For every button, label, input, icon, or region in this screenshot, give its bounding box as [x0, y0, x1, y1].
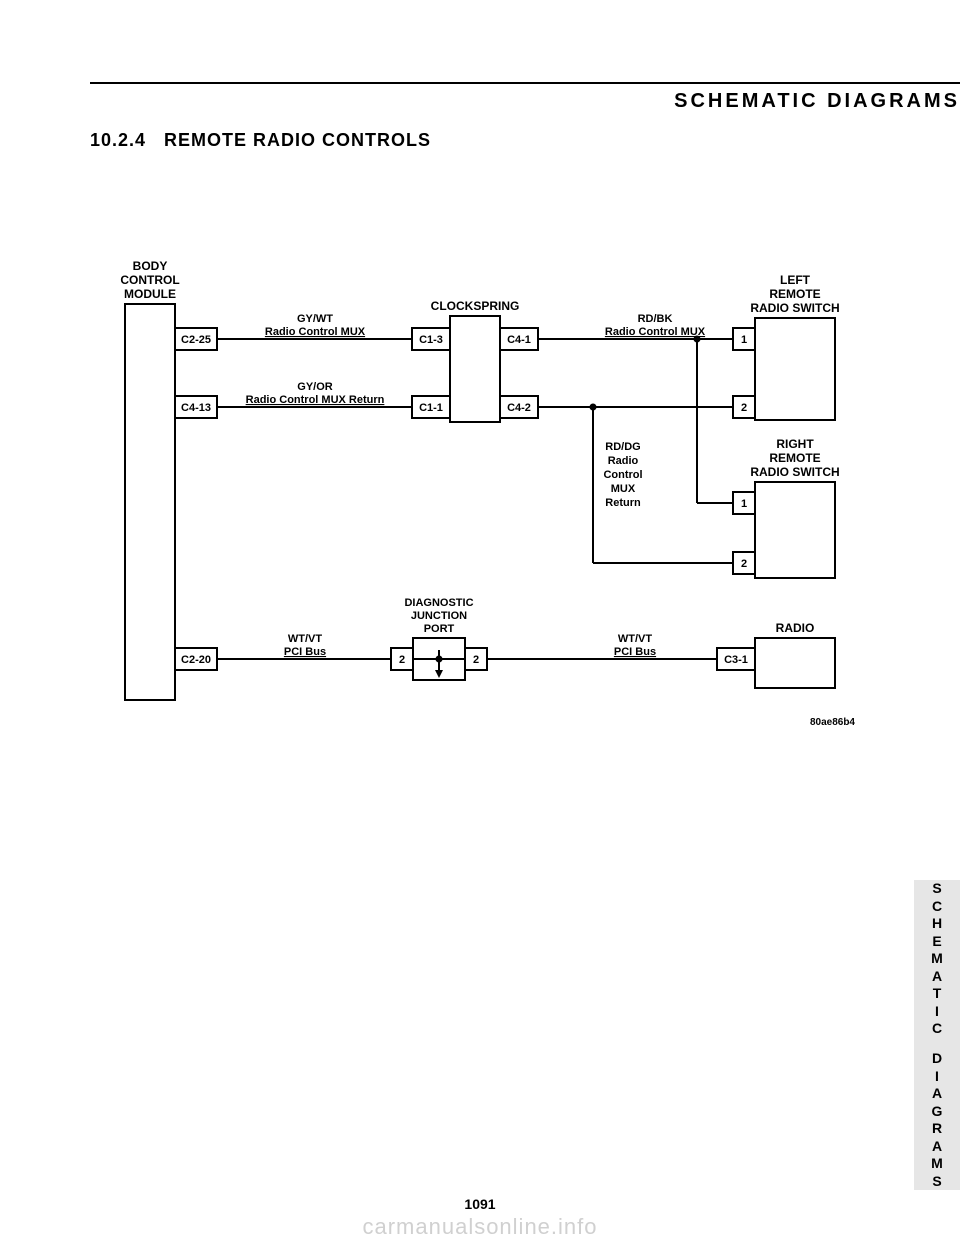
bcm-block: BODY CONTROL MODULE: [120, 259, 179, 700]
radio-pin-c3-1: C3-1: [717, 648, 755, 670]
wire-mux-name: Radio Control MUX: [265, 326, 366, 338]
svg-text:DIAGNOSTIC: DIAGNOSTIC: [404, 597, 473, 609]
side-tab-letter: A: [932, 1085, 942, 1103]
svg-text:PORT: PORT: [424, 623, 455, 635]
svg-text:2: 2: [473, 654, 479, 666]
rs-pin-2: 2: [733, 552, 755, 574]
svg-text:C1-1: C1-1: [419, 402, 443, 414]
radio-block: RADIO: [755, 621, 835, 688]
side-tab-letter: C: [932, 1020, 942, 1038]
svg-text:RIGHT: RIGHT: [776, 437, 814, 451]
svg-text:REMOTE: REMOTE: [769, 451, 820, 465]
cs-pin-c1-1: C1-1: [412, 396, 450, 418]
side-tab-letter: S: [932, 880, 941, 898]
svg-text:JUNCTION: JUNCTION: [411, 610, 467, 622]
schematic-diagram: BODY CONTROL MODULE C2-25 C4-13 C2-20 CL…: [115, 270, 875, 740]
wire-pci-left-name: PCI Bus: [284, 646, 326, 658]
rs-pin-1: 1: [733, 492, 755, 514]
bcm-pin-c4-13: C4-13: [175, 396, 217, 418]
djp-pin-left: 2: [391, 648, 413, 670]
header-rule: [90, 82, 960, 84]
section-number: 10.2.4: [90, 130, 146, 151]
section-name: REMOTE RADIO CONTROLS: [164, 130, 431, 150]
svg-text:C4-2: C4-2: [507, 402, 531, 414]
side-tab-letter: M: [931, 950, 943, 968]
svg-text:2: 2: [741, 402, 747, 414]
svg-text:RADIO SWITCH: RADIO SWITCH: [750, 465, 839, 479]
page-number: 1091: [0, 1196, 960, 1212]
wire-rddg-name-2: Control: [603, 469, 642, 481]
wire-rdbk-color: RD/BK: [638, 313, 673, 325]
side-tab-letter: S: [932, 1173, 941, 1191]
clockspring-block: CLOCKSPRING: [431, 299, 520, 422]
wire-rdbk-name: Radio Control MUX: [605, 326, 706, 338]
wire-pci-right-color: WT/VT: [618, 633, 652, 645]
side-tab: S C H E M A T I C D I A G R A M S: [914, 880, 960, 1190]
bcm-label-2: CONTROL: [120, 273, 179, 287]
header-title: SCHEMATIC DIAGRAMS: [674, 90, 960, 113]
section-title: 10.2.4 REMOTE RADIO CONTROLS: [90, 130, 431, 151]
side-tab-letter: R: [932, 1120, 942, 1138]
svg-text:REMOTE: REMOTE: [769, 287, 820, 301]
bcm-pin-c2-25: C2-25: [175, 328, 217, 350]
right-switch-block: RIGHT REMOTE RADIO SWITCH: [750, 437, 839, 578]
page: SCHEMATIC DIAGRAMS 10.2.4REMOTE RADIO CO…: [0, 0, 960, 1242]
svg-text:RADIO SWITCH: RADIO SWITCH: [750, 301, 839, 315]
watermark: carmanualsonline.info: [0, 1214, 960, 1240]
wire-pci-right-name: PCI Bus: [614, 646, 656, 658]
side-tab-letter: M: [931, 1155, 943, 1173]
cs-pin-c1-3: C1-3: [412, 328, 450, 350]
djp-pin-right: 2: [465, 648, 487, 670]
side-tab-letter: I: [935, 1003, 939, 1021]
wire-rddg-color: RD/DG: [605, 441, 640, 453]
ls-pin-2: 2: [733, 396, 755, 418]
cs-pin-c4-2: C4-2: [500, 396, 538, 418]
svg-text:LEFT: LEFT: [780, 273, 811, 287]
svg-text:2: 2: [399, 654, 405, 666]
side-tab-letter: E: [932, 933, 941, 951]
svg-text:C3-1: C3-1: [724, 654, 748, 666]
wire-rddg-name-4: Return: [605, 497, 641, 509]
side-tab-letter: T: [933, 985, 942, 1003]
figure-id: 80ae86b4: [810, 717, 855, 728]
djp-block: DIAGNOSTIC JUNCTION PORT: [404, 597, 473, 680]
side-tab-letter: A: [932, 968, 942, 986]
svg-text:C4-13: C4-13: [181, 402, 211, 414]
side-tab-letter: I: [935, 1068, 939, 1086]
svg-text:1: 1: [741, 498, 747, 510]
left-switch-block: LEFT REMOTE RADIO SWITCH: [750, 273, 839, 420]
svg-text:2: 2: [741, 558, 747, 570]
wire-pci-left-color: WT/VT: [288, 633, 322, 645]
cs-pin-c4-1: C4-1: [500, 328, 538, 350]
bcm-label-1: BODY: [133, 259, 168, 273]
bcm-pin-c2-20: C2-20: [175, 648, 217, 670]
wire-mux-return-color: GY/OR: [297, 381, 333, 393]
wire-rddg-name-3: MUX: [611, 483, 636, 495]
side-tab-letter: D: [932, 1050, 942, 1068]
svg-text:C2-20: C2-20: [181, 654, 211, 666]
wire-mux-color: GY/WT: [297, 313, 333, 325]
svg-text:1: 1: [741, 334, 747, 346]
side-tab-letter: C: [932, 898, 942, 916]
svg-text:C2-25: C2-25: [181, 334, 211, 346]
side-tab-letter: A: [932, 1138, 942, 1156]
svg-text:C4-1: C4-1: [507, 334, 531, 346]
bcm-label-3: MODULE: [124, 287, 176, 301]
svg-text:RADIO: RADIO: [776, 621, 815, 635]
svg-text:C1-3: C1-3: [419, 334, 443, 346]
side-tab-letter: G: [932, 1103, 943, 1121]
ls-pin-1: 1: [733, 328, 755, 350]
svg-text:CLOCKSPRING: CLOCKSPRING: [431, 299, 520, 313]
side-tab-letter: H: [932, 915, 942, 933]
wire-mux-return-name: Radio Control MUX Return: [246, 394, 385, 406]
wire-rddg-name-1: Radio: [608, 455, 639, 467]
